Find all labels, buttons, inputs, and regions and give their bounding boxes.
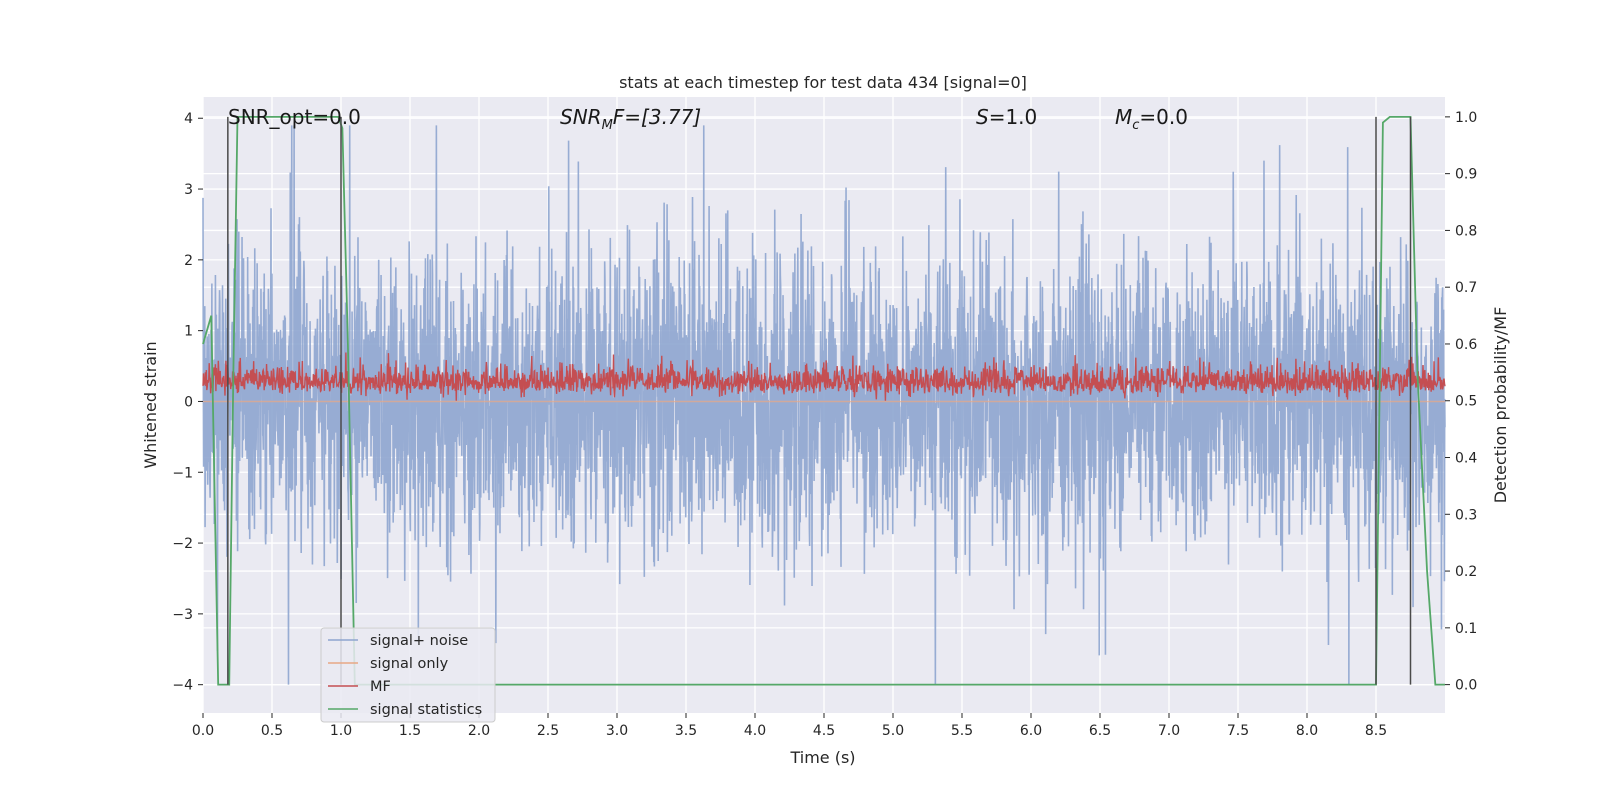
s-annotation: S=1.0 xyxy=(976,105,1037,129)
y-left-tick-label: 0 xyxy=(184,394,193,410)
s-value: =1.0 xyxy=(989,105,1038,129)
snr-mf-sub: M xyxy=(602,118,613,133)
x-tick-label: 5.0 xyxy=(882,723,904,739)
x-axis-label: Time (s) xyxy=(789,748,855,767)
series-mf xyxy=(202,352,1446,401)
legend: signal+ noise signal only MF signal stat… xyxy=(320,627,496,723)
legend-label-stats: signal statistics xyxy=(370,702,482,718)
y-right-tick-label: 0.5 xyxy=(1455,394,1477,410)
x-tick-label: 1.0 xyxy=(330,723,352,739)
y-right-tick-label: 0.1 xyxy=(1455,621,1477,637)
legend-label-mf: MF xyxy=(370,679,391,695)
x-tick-label: 5.5 xyxy=(951,723,973,739)
x-tick-label: 6.5 xyxy=(1089,723,1111,739)
vertical-markers xyxy=(227,116,1412,685)
mc-label: M xyxy=(1115,105,1132,129)
y-axis-ticks-left: −4 −3 −2 −1 0 1 2 3 4 xyxy=(172,111,203,694)
y-right-tick-label: 0.7 xyxy=(1455,280,1477,296)
y-axis-label-right: Detection probability/MF xyxy=(1491,307,1510,504)
mc-value: =0.0 xyxy=(1139,105,1188,129)
y-left-tick-label: −1 xyxy=(172,465,193,481)
s-label: S xyxy=(976,105,989,129)
y-right-tick-label: 0.8 xyxy=(1455,223,1477,239)
x-tick-label: 0.0 xyxy=(192,723,214,739)
x-axis-ticks: 0.0 0.5 1.0 1.5 2.0 2.5 3.0 3.5 4.0 4.5 5.0 5.5 6.0 6… xyxy=(192,713,1387,739)
x-tick-label: 6.0 xyxy=(1020,723,1042,739)
mc-sub: c xyxy=(1132,118,1139,133)
y-left-tick-label: −3 xyxy=(172,607,193,623)
snr-opt-annotation: SNR_opt=0.0 xyxy=(228,105,361,129)
snr-mf-label: SNR xyxy=(560,105,602,129)
snr-mf-tail: F=[3.77] xyxy=(613,105,701,129)
x-tick-label: 2.0 xyxy=(468,723,490,739)
y-left-tick-label: 3 xyxy=(184,182,193,198)
snr-mf-annotation: SNRMF=[3.77] xyxy=(560,105,701,133)
legend-label-signal: signal only xyxy=(370,656,449,672)
legend-label-noise: signal+ noise xyxy=(370,633,468,649)
x-tick-label: 3.5 xyxy=(675,723,697,739)
y-right-tick-label: 0.4 xyxy=(1455,451,1477,467)
y-left-tick-label: 1 xyxy=(184,324,193,340)
x-tick-label: 2.5 xyxy=(537,723,559,739)
series-signal-noise xyxy=(202,125,1446,685)
mc-annotation: Mc=0.0 xyxy=(1115,105,1188,133)
x-tick-label: 7.5 xyxy=(1227,723,1249,739)
y-right-tick-label: 1.0 xyxy=(1455,110,1477,126)
x-tick-label: 1.5 xyxy=(399,723,421,739)
chart-title: stats at each timestep for test data 434… xyxy=(619,73,1027,92)
y-left-tick-label: −4 xyxy=(172,678,193,694)
x-tick-label: 7.0 xyxy=(1158,723,1180,739)
x-tick-label: 4.5 xyxy=(813,723,835,739)
y-right-tick-label: 0.3 xyxy=(1455,507,1477,523)
y-right-tick-label: 0.6 xyxy=(1455,337,1477,353)
x-tick-label: 3.0 xyxy=(606,723,628,739)
y-right-tick-label: 0.9 xyxy=(1455,167,1477,183)
y-left-tick-label: 4 xyxy=(184,111,193,127)
x-tick-label: 0.5 xyxy=(261,723,283,739)
y-axis-ticks-right: 0.0 0.1 0.2 0.3 0.4 0.5 0.6 0.7 0.8 0.9 1.0 xyxy=(1445,110,1477,694)
x-tick-label: 8.5 xyxy=(1365,723,1387,739)
y-left-tick-label: 2 xyxy=(184,253,193,269)
x-tick-label: 8.0 xyxy=(1296,723,1318,739)
y-right-tick-label: 0.0 xyxy=(1455,678,1477,694)
x-tick-label: 4.0 xyxy=(744,723,766,739)
y-right-tick-label: 0.2 xyxy=(1455,564,1477,580)
y-axis-label-left: Whitened strain xyxy=(141,341,160,468)
legend-box xyxy=(320,627,496,723)
y-left-tick-label: −2 xyxy=(172,536,193,552)
